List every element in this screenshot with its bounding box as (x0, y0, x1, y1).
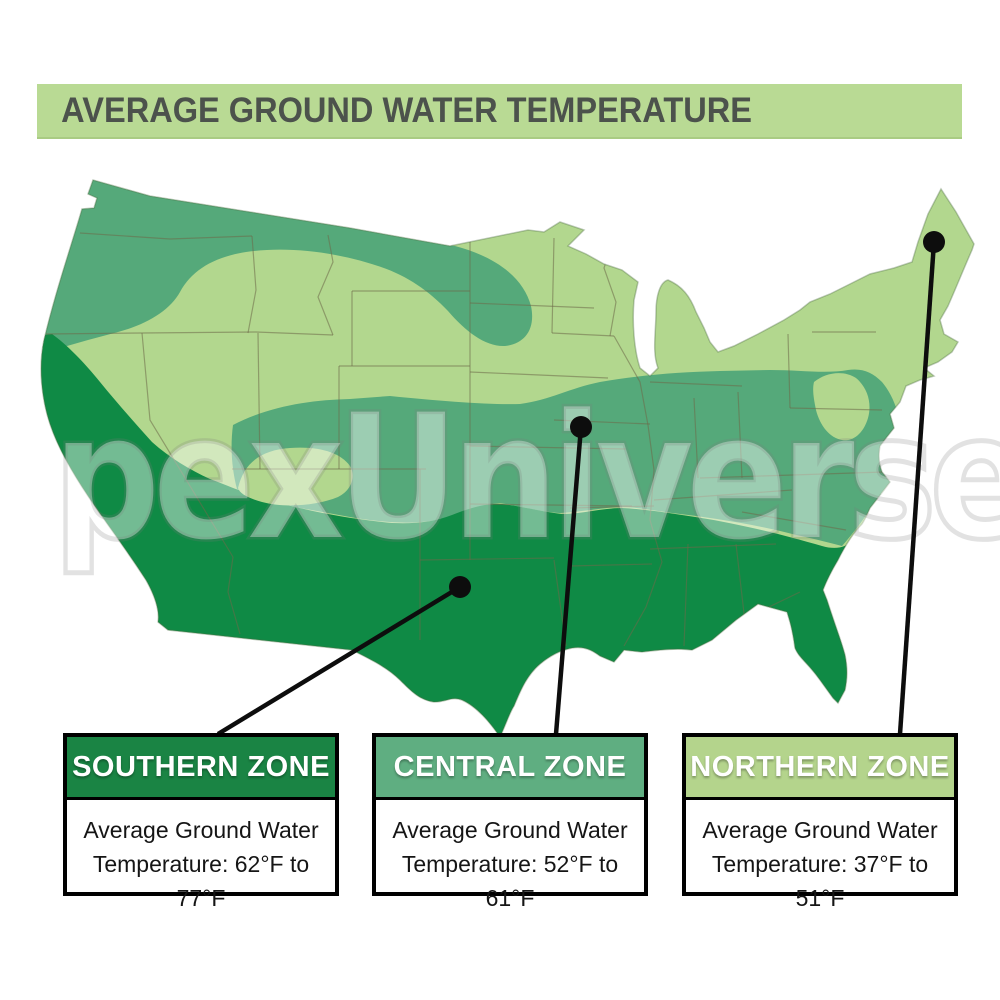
state-border-line (699, 471, 885, 479)
zone-label-southern: SOUTHERN ZONE (72, 750, 330, 783)
region-new-mexico-pocket (238, 447, 353, 506)
region-mid-atlantic-pocket (813, 373, 870, 441)
state-border-line (469, 302, 595, 309)
zone-label-northern: NORTHERN ZONE (690, 750, 950, 783)
zone-card-central: CENTRAL ZONE Average Ground Water Temper… (372, 733, 648, 911)
state-border-line (569, 563, 653, 567)
us-outline (40, 179, 975, 739)
state-border-line (553, 419, 651, 425)
state-border-line (693, 397, 699, 479)
state-border-line (257, 332, 261, 470)
callout-line-northern (897, 241, 937, 735)
title-banner: AVERAGE GROUND WATER TEMPERATURE (37, 84, 962, 139)
state-border-line (569, 505, 655, 509)
state-border-line (469, 445, 627, 450)
state-border-line (653, 489, 793, 501)
state-border-line (741, 511, 847, 531)
zone-text-line: Average Ground Water (702, 817, 938, 843)
state-border-line (419, 557, 555, 561)
state-border-line (469, 371, 609, 379)
zone-card-northern: NORTHERN ZONE Average Ground Water Tempe… (682, 733, 958, 911)
zone-header-central: CENTRAL ZONE (376, 737, 644, 800)
state-border-line (649, 543, 777, 550)
state-border-line (317, 234, 334, 336)
callout-line-southern (216, 585, 462, 736)
state-border-line (649, 381, 743, 387)
state-border-line (787, 333, 791, 409)
zone-header-southern: SOUTHERN ZONE (67, 737, 335, 800)
state-border-line (79, 232, 253, 240)
zone-body-northern: Average Ground Water Temperature: 37°F t… (686, 800, 954, 915)
region-northwest-central-zone (41, 180, 533, 348)
state-borders (45, 232, 885, 649)
zone-text-line: Temperature: 37°F to 51°F (711, 851, 929, 911)
zone-text-line: Temperature: 52°F to 61°F (401, 851, 619, 911)
state-border-line (469, 503, 633, 507)
state-border-line (551, 237, 555, 334)
state-border-line (247, 235, 257, 334)
state-border-line (141, 332, 234, 558)
zone-label-central: CENTRAL ZONE (393, 750, 627, 783)
zone-text-line: Average Ground Water (83, 817, 319, 843)
state-border-line (613, 335, 663, 647)
zone-text-line: Temperature: 62°F to 77°F (92, 851, 310, 911)
state-border-line (737, 391, 743, 479)
callout-line-central (553, 426, 584, 735)
callout-dot-central (570, 416, 592, 438)
state-border-line (551, 332, 615, 337)
zone-text-line: Average Ground Water (392, 817, 628, 843)
zone-body-southern: Average Ground Water Temperature: 62°F t… (67, 800, 335, 915)
region-central-zone-band (231, 369, 920, 546)
state-border-line (683, 543, 689, 647)
state-border-line (45, 331, 334, 336)
zone-card-southern: SOUTHERN ZONE Average Ground Water Tempe… (63, 733, 339, 911)
zone-header-northern: NORTHERN ZONE (686, 737, 954, 800)
page-title: AVERAGE GROUND WATER TEMPERATURE (61, 90, 752, 130)
callout-dot-northern (923, 231, 945, 253)
callout-dot-southern (449, 576, 471, 598)
state-border-line (227, 556, 241, 635)
state-border-line (789, 407, 883, 411)
zone-body-central: Average Ground Water Temperature: 52°F t… (376, 800, 644, 915)
